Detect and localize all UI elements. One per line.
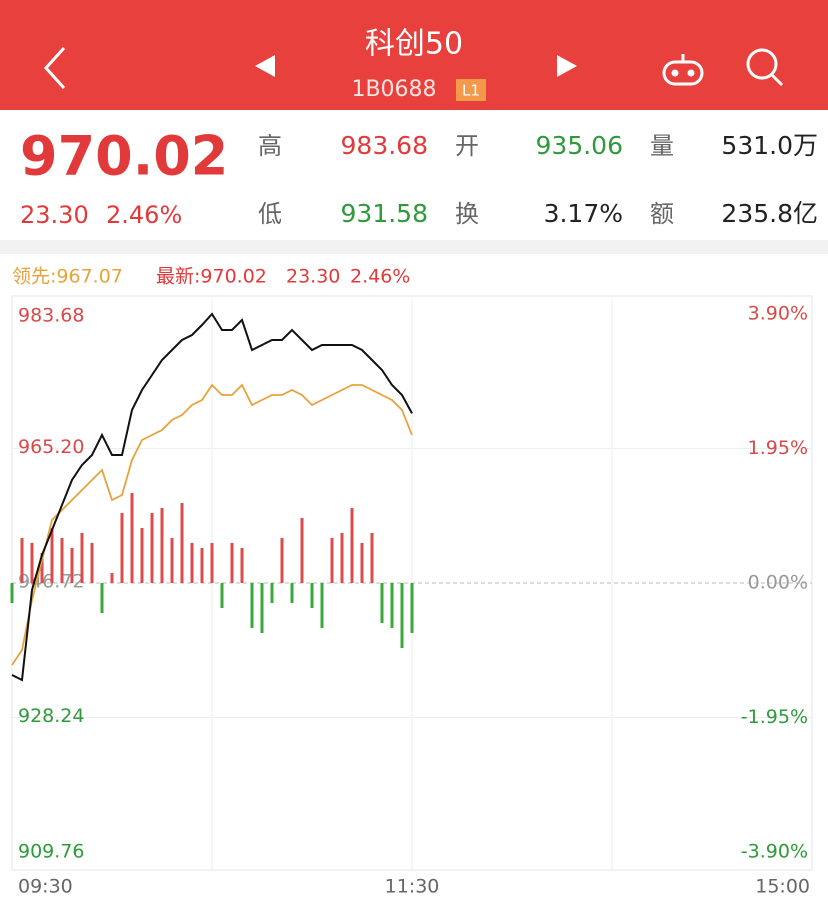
bar — [370, 532, 374, 583]
stat-label: 低 — [258, 200, 282, 228]
bar — [180, 503, 184, 583]
y2-tick-label: 0.00% — [748, 572, 808, 594]
bar — [130, 492, 134, 583]
bar — [360, 542, 364, 583]
bar — [70, 547, 74, 583]
price: 970.02 — [20, 125, 228, 188]
bar — [350, 507, 354, 583]
bar — [380, 583, 384, 624]
bar — [340, 532, 344, 583]
stat-value: 3.17% — [544, 199, 623, 228]
bar — [110, 573, 114, 583]
change: 23.30 — [20, 201, 89, 229]
price-line — [11, 312, 413, 682]
stat-label: 换 — [455, 200, 479, 228]
y2-tick-label: -1.95% — [741, 706, 808, 728]
stat-value: 531.0万 — [721, 131, 818, 160]
search-icon[interactable] — [746, 48, 784, 87]
prev-button[interactable] — [255, 55, 275, 77]
stat-value: 935.06 — [536, 131, 623, 160]
robot-icon[interactable] — [662, 54, 704, 86]
stat-label: 高 — [258, 132, 282, 160]
bar — [30, 542, 34, 583]
bar — [310, 583, 314, 609]
bar — [390, 583, 394, 628]
bar — [170, 538, 174, 583]
stat-label: 开 — [455, 132, 479, 160]
bar — [410, 583, 414, 634]
bar — [10, 583, 14, 604]
bar — [320, 583, 324, 628]
back-button[interactable] — [43, 46, 66, 90]
bar — [270, 583, 274, 604]
y2-tick-label: 1.95% — [748, 437, 808, 459]
bar — [290, 583, 294, 604]
y2-tick-label: -3.90% — [741, 841, 808, 863]
x-tick-label: 11:30 — [385, 876, 440, 898]
next-button[interactable] — [557, 55, 577, 77]
separator — [0, 240, 828, 254]
bar — [190, 542, 194, 583]
legend-change: 23.30 — [286, 266, 340, 288]
x-tick-label: 09:30 — [18, 876, 73, 898]
bar — [330, 538, 334, 583]
bar — [60, 538, 64, 583]
stat-label: 额 — [650, 200, 674, 228]
y2-tick-label: 3.90% — [748, 303, 808, 325]
bar — [140, 527, 144, 583]
legend-leader: 领先:967.07 — [12, 266, 123, 288]
y-tick-label: 983.68 — [18, 305, 84, 327]
y-tick-label: 928.24 — [18, 705, 84, 727]
bar — [260, 583, 264, 634]
bar — [230, 542, 234, 583]
bar — [20, 538, 24, 583]
y-tick-label: 909.76 — [18, 841, 84, 863]
bar — [210, 542, 214, 583]
bar — [250, 583, 254, 628]
legend-latest: 最新:970.02 — [156, 266, 267, 288]
stat-value: 931.58 — [341, 199, 428, 228]
stat-value: 235.8亿 — [721, 199, 818, 228]
bar — [90, 542, 94, 583]
bar — [40, 553, 44, 583]
bar — [160, 507, 164, 583]
price-line — [11, 383, 413, 666]
badge-bg — [456, 79, 486, 101]
code: 1B0688 — [351, 77, 436, 102]
y-tick-label: 965.20 — [18, 436, 84, 458]
stat-value: 983.68 — [341, 131, 428, 160]
bar — [120, 512, 124, 583]
bar — [200, 547, 204, 583]
bar — [80, 532, 84, 583]
title: 科创50 — [365, 27, 463, 62]
bar — [50, 527, 54, 583]
bar — [150, 512, 154, 583]
stat-label: 量 — [650, 132, 674, 160]
percent: 2.46% — [106, 201, 182, 229]
bar — [100, 583, 104, 613]
bar — [240, 547, 244, 583]
bar — [300, 518, 304, 583]
bar — [220, 583, 224, 609]
bar — [400, 583, 404, 648]
x-tick-label: 15:00 — [755, 876, 810, 898]
header-bar — [0, 0, 828, 110]
badge: L1 — [462, 82, 480, 100]
legend-percent: 2.46% — [350, 266, 410, 288]
bar — [280, 538, 284, 583]
